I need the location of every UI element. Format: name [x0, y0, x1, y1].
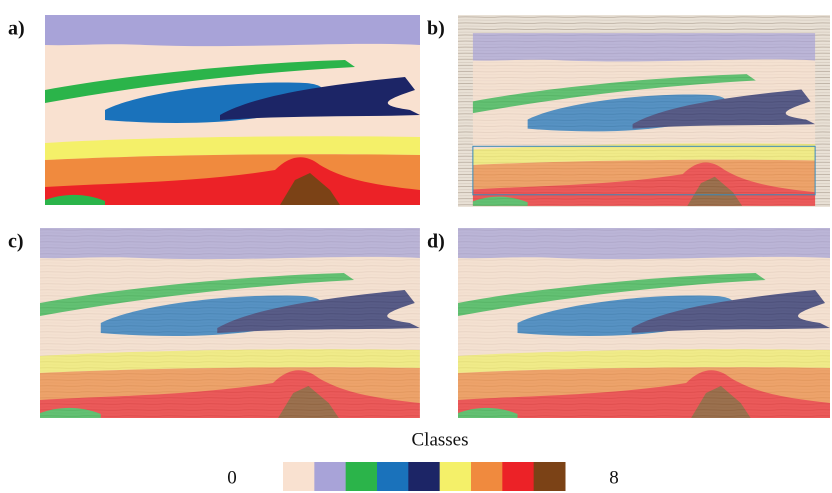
panel-d: [458, 228, 830, 418]
colorbar-swatch: [533, 462, 566, 491]
panel-a: [45, 15, 420, 205]
colorbar-swatch: [283, 462, 315, 491]
colorbar-swatch: [471, 462, 503, 491]
colorbar-min-label: 0: [227, 467, 237, 488]
colorbar-swatch: [314, 462, 347, 491]
panel-label: d): [427, 231, 445, 253]
panel-label: a): [8, 18, 25, 40]
colorbar-max-label: 8: [609, 467, 619, 488]
colorbar-title: Classes: [412, 429, 469, 450]
panel-label: b): [427, 18, 445, 40]
colorbar-swatch: [439, 462, 472, 491]
panel-label: c): [8, 231, 24, 253]
colorbar-swatch: [377, 462, 409, 491]
panel-b: [458, 15, 830, 207]
colorbar-swatch: [345, 462, 378, 491]
colorbar-swatch: [408, 462, 441, 491]
colorbar-swatch: [502, 462, 535, 491]
panel-c: [40, 228, 420, 418]
colorbar: [283, 462, 566, 491]
